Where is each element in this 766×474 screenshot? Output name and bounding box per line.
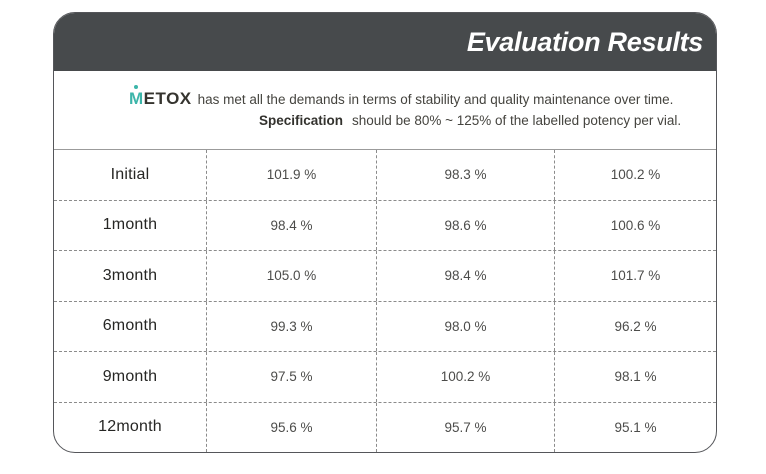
row-label: 12month — [98, 418, 162, 436]
intro-section: M ETOX has met all the demands in terms o… — [54, 71, 716, 149]
row-label: 6month — [102, 317, 158, 335]
row-value: 101.9 % — [206, 150, 376, 200]
table-row: 1month 98.4 % 98.6 % 100.6 % — [54, 199, 716, 250]
card-header: Evaluation Results — [54, 13, 716, 71]
table-row: Initial 101.9 % 98.3 % 100.2 % — [54, 150, 716, 200]
table-row: 3month 105.0 % 98.4 % 101.7 % — [54, 250, 716, 301]
row-value: 98.4 % — [206, 200, 376, 250]
specification-label: Specification — [259, 113, 344, 128]
intro-sentence-1: has met all the demands in terms of stab… — [197, 92, 674, 107]
row-label: 1month — [102, 216, 158, 234]
row-value: 98.1 % — [554, 352, 716, 402]
row-value: 98.6 % — [376, 200, 554, 250]
evaluation-results-card: Evaluation Results M ETOX has met all the… — [53, 12, 717, 453]
row-value: 105.0 % — [206, 251, 376, 301]
table-row: 12month 95.6 % 95.7 % 95.1 % — [54, 401, 716, 452]
intro-line-1: M ETOX has met all the demands in terms o… — [129, 85, 674, 109]
metox-logo-dot-icon — [134, 85, 138, 89]
row-label: 3month — [102, 266, 158, 284]
metox-logo-rest: ETOX — [143, 89, 192, 108]
row-value: 96.2 % — [554, 301, 716, 351]
row-value: 100.2 % — [554, 150, 716, 200]
row-value: 97.5 % — [206, 352, 376, 402]
table-row: 9month 97.5 % 100.2 % 98.1 % — [54, 351, 716, 402]
row-label: 9month — [102, 367, 158, 385]
row-value: 100.6 % — [554, 200, 716, 250]
row-value: 98.3 % — [376, 150, 554, 200]
row-value: 100.2 % — [376, 352, 554, 402]
metox-logo: M ETOX — [129, 85, 192, 109]
row-value: 98.4 % — [376, 251, 554, 301]
table-row: 6month 99.3 % 98.0 % 96.2 % — [54, 300, 716, 351]
row-value: 101.7 % — [554, 251, 716, 301]
intro-line-2: Specification should be 80% ~ 125% of th… — [259, 113, 681, 128]
row-value: 95.1 % — [554, 402, 716, 452]
stability-table: Initial 101.9 % 98.3 % 100.2 % 1month 98… — [54, 149, 716, 452]
row-label: Initial — [110, 165, 150, 183]
page-title: Evaluation Results — [466, 26, 703, 57]
metox-logo-m: M — [129, 89, 144, 108]
row-value: 98.0 % — [376, 301, 554, 351]
intro-sentence-2: should be 80% ~ 125% of the labelled pot… — [352, 113, 682, 128]
row-value: 95.6 % — [206, 402, 376, 452]
row-value: 95.7 % — [376, 402, 554, 452]
row-value: 99.3 % — [206, 301, 376, 351]
